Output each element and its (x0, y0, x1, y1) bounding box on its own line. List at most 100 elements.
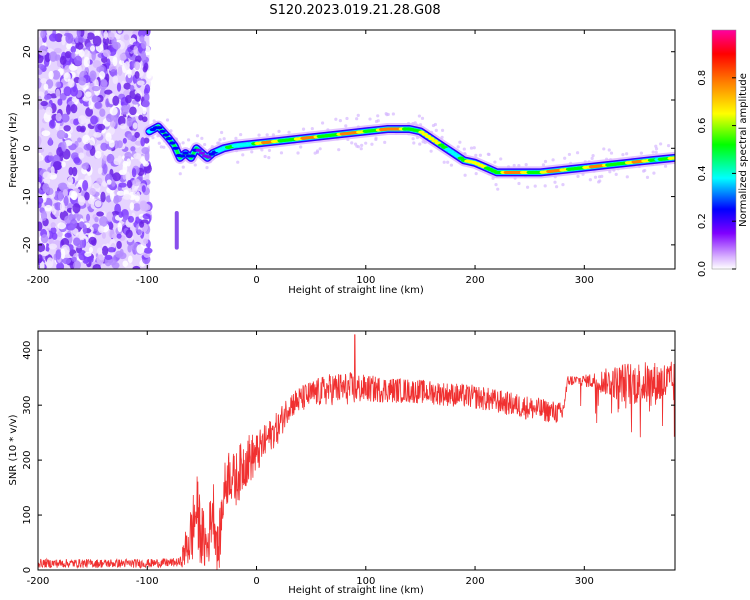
noise-speckle (141, 105, 147, 115)
ridge-halo-speckle (376, 114, 380, 118)
noise-speckle (54, 47, 62, 54)
noise-speckle (61, 161, 66, 168)
ridge-halo-speckle (411, 137, 415, 141)
spectrogram-y-tick-label: 10 (22, 94, 33, 107)
ridge-core-blob (169, 141, 176, 145)
noise-speckle (117, 30, 123, 34)
ridge-core-blob (457, 156, 465, 160)
ridge-halo-speckle (299, 145, 303, 149)
noise-speckle (116, 190, 125, 196)
noise-speckle (99, 71, 106, 79)
ridge-halo-speckle (193, 163, 197, 167)
ridge-core-blob (188, 154, 196, 158)
noise-speckle (44, 204, 53, 212)
noise-speckle (119, 53, 127, 61)
noise-speckle (83, 143, 93, 151)
noise-speckle (78, 195, 86, 206)
noise-speckle (124, 151, 133, 159)
ridge-halo-speckle (666, 144, 671, 148)
noise-speckle (126, 179, 133, 189)
snr-x-ticks: -200 -100 0 100 200 300 (27, 331, 594, 587)
noise-speckle (129, 84, 135, 92)
ridge-halo-speckle (265, 133, 269, 137)
noise-speckle (104, 89, 113, 95)
ridge-core-blob (156, 126, 163, 130)
noise-speckle (105, 73, 110, 83)
ridge-halo-speckle (218, 138, 222, 142)
noise-speckle (127, 244, 132, 253)
ridge-halo-speckle (345, 116, 349, 121)
ridge-halo-speckle (200, 136, 204, 140)
noise-speckle (40, 30, 46, 39)
ridge-halo-speckle (165, 118, 170, 122)
noise-speckle (129, 106, 137, 116)
colorbar-tick-label: 0.4 (697, 165, 708, 181)
noise-speckle (79, 238, 85, 249)
colorbar-label: Normalized spectral amplitude (738, 73, 749, 227)
noise-speckle (103, 30, 108, 40)
ridge-halo-speckle (239, 132, 243, 137)
noise-speckle (40, 78, 48, 84)
snr-plot-area (38, 331, 675, 570)
noise-speckle (122, 194, 132, 200)
noise-speckle (59, 201, 65, 213)
noise-speckle (123, 82, 131, 90)
ridge-core-blob (451, 152, 458, 156)
ridge-halo-speckle (181, 141, 185, 145)
noise-speckle (133, 153, 142, 159)
spectrogram-x-ticks: -200 -100 0 100 200 300 (27, 30, 594, 286)
spectrogram-y-tick-label: -10 (22, 188, 33, 204)
noise-speckle (97, 123, 106, 131)
noise-speckle (142, 213, 151, 220)
ridge-core-blob (444, 147, 451, 152)
ridge-halo-speckle (659, 142, 663, 146)
noise-speckle (65, 104, 71, 115)
ridge-halo-speckle (338, 119, 342, 123)
noise-speckle (43, 83, 49, 91)
noise-speckle (101, 245, 109, 256)
ridge-halo-speckle (374, 136, 378, 140)
ridge-core-blob (421, 132, 428, 136)
ridge-halo-speckle (355, 144, 359, 148)
snr-y-ticks: 0 100 200 300 400 (22, 341, 675, 573)
ridge-halo-speckle (257, 133, 261, 137)
frequency-ridge (143, 112, 675, 250)
ridge-halo-speckle (359, 147, 363, 151)
ridge-halo-speckle (420, 116, 425, 120)
noise-speckle (119, 248, 124, 257)
noise-speckle (80, 125, 86, 132)
isolated-feature (174, 211, 179, 250)
ridge-halo-speckle (431, 123, 436, 128)
ridge-halo-speckle (301, 127, 306, 131)
ridge-halo-speckle (413, 121, 417, 125)
noise-speckle (62, 257, 72, 265)
ridge-halo-speckle (279, 151, 284, 155)
noise-speckle (40, 234, 49, 244)
noise-speckle (83, 56, 90, 68)
noise-speckle (57, 222, 67, 230)
noise-speckle (70, 104, 78, 114)
noise-speckle (136, 229, 142, 235)
noise-speckle (68, 166, 74, 176)
noise-speckle (51, 232, 58, 240)
noise-speckle (48, 70, 54, 80)
noise-speckle (113, 114, 118, 123)
ridge-halo-speckle (494, 183, 498, 187)
noise-speckle (107, 247, 116, 253)
noise-speckle (143, 93, 150, 102)
spectrogram-y-tick-label: 0 (22, 145, 33, 151)
ridge-halo-speckle (250, 150, 254, 154)
noise-speckle (38, 30, 42, 38)
ridge-halo-speckle (625, 175, 629, 179)
ridge-halo-speckle (159, 145, 163, 149)
noise-speckle (108, 229, 116, 239)
noise-speckle (139, 35, 145, 43)
ridge-halo-speckle (178, 172, 182, 176)
snr-x-tick-label: -100 (136, 576, 159, 587)
noise-speckle (91, 85, 101, 92)
chart-title: S120.2023.019.21.28.G08 (269, 3, 440, 18)
ridge-halo-speckle (600, 174, 604, 178)
noise-speckle (52, 160, 62, 171)
noise-speckle (99, 215, 108, 227)
